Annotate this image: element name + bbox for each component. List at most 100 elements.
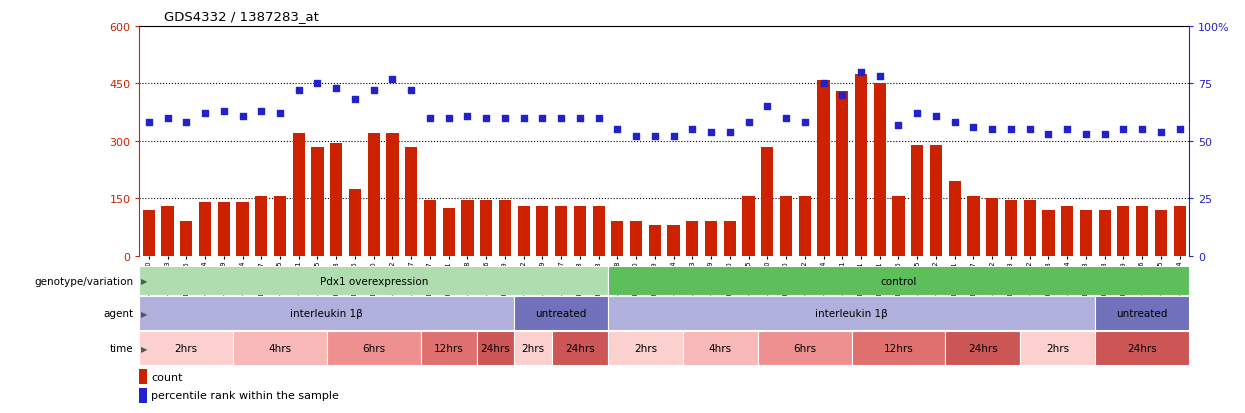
Bar bbox=[799, 197, 810, 256]
Point bbox=[1094, 131, 1114, 138]
Text: control: control bbox=[880, 276, 916, 286]
Bar bbox=[1021, 331, 1096, 366]
Bar bbox=[608, 296, 1096, 330]
Bar bbox=[143, 210, 154, 256]
Bar bbox=[911, 145, 924, 256]
Bar bbox=[199, 202, 212, 256]
Point bbox=[757, 104, 777, 110]
Bar bbox=[1005, 201, 1017, 256]
Bar bbox=[514, 296, 608, 330]
Point bbox=[1113, 127, 1133, 133]
Point bbox=[270, 111, 290, 117]
Bar bbox=[327, 331, 421, 366]
Text: untreated: untreated bbox=[535, 308, 586, 318]
Point bbox=[345, 97, 365, 104]
Bar bbox=[1042, 210, 1055, 256]
Text: 2hrs: 2hrs bbox=[522, 343, 544, 354]
Bar bbox=[686, 222, 698, 256]
Bar bbox=[481, 201, 492, 256]
Bar bbox=[139, 331, 233, 366]
Text: GDS4332 / 1387283_at: GDS4332 / 1387283_at bbox=[164, 10, 319, 23]
Point bbox=[833, 92, 853, 99]
Point bbox=[1020, 127, 1040, 133]
Bar bbox=[255, 197, 268, 256]
Text: time: time bbox=[110, 343, 133, 354]
Bar bbox=[986, 199, 998, 256]
Point bbox=[1057, 127, 1077, 133]
Text: 24hrs: 24hrs bbox=[565, 343, 595, 354]
Bar bbox=[139, 266, 608, 295]
Text: 24hrs: 24hrs bbox=[1127, 343, 1157, 354]
Text: agent: agent bbox=[103, 308, 133, 318]
Point bbox=[533, 115, 553, 122]
Bar bbox=[477, 331, 514, 366]
Point bbox=[214, 108, 234, 115]
Point bbox=[738, 120, 758, 126]
Text: 6hrs: 6hrs bbox=[362, 343, 385, 354]
Bar bbox=[667, 225, 680, 256]
Text: untreated: untreated bbox=[1117, 308, 1168, 318]
Point bbox=[776, 115, 796, 122]
Bar bbox=[518, 206, 529, 256]
Bar bbox=[386, 134, 398, 256]
Point bbox=[570, 115, 590, 122]
Bar bbox=[1174, 206, 1185, 256]
Point bbox=[1001, 127, 1021, 133]
Bar bbox=[442, 208, 454, 256]
Bar bbox=[349, 189, 361, 256]
Bar bbox=[462, 201, 473, 256]
Point bbox=[682, 127, 702, 133]
Bar bbox=[930, 145, 942, 256]
Text: 12hrs: 12hrs bbox=[884, 343, 914, 354]
Point bbox=[645, 133, 665, 140]
Point bbox=[552, 115, 571, 122]
Point bbox=[794, 120, 814, 126]
Point bbox=[926, 113, 946, 119]
Bar bbox=[139, 388, 147, 403]
Point bbox=[701, 129, 721, 135]
Point bbox=[326, 85, 346, 92]
Bar bbox=[1155, 210, 1167, 256]
Point bbox=[438, 115, 458, 122]
Point bbox=[382, 76, 402, 83]
Text: interleukin 1β: interleukin 1β bbox=[290, 308, 364, 318]
Point bbox=[420, 115, 439, 122]
Point bbox=[889, 122, 909, 129]
Bar bbox=[1023, 201, 1036, 256]
Point bbox=[608, 127, 627, 133]
Point bbox=[720, 129, 740, 135]
Bar bbox=[514, 331, 552, 366]
Point bbox=[664, 133, 684, 140]
Point bbox=[195, 111, 215, 117]
Point bbox=[514, 115, 534, 122]
Point bbox=[457, 113, 477, 119]
Bar bbox=[949, 182, 961, 256]
Bar bbox=[705, 222, 717, 256]
Bar bbox=[139, 369, 147, 384]
Text: percentile rank within the sample: percentile rank within the sample bbox=[151, 390, 339, 401]
Bar bbox=[779, 197, 792, 256]
Bar bbox=[1135, 206, 1148, 256]
Text: 2hrs: 2hrs bbox=[634, 343, 657, 354]
Bar bbox=[818, 80, 829, 256]
Bar bbox=[537, 206, 549, 256]
Bar bbox=[593, 206, 605, 256]
Bar bbox=[742, 197, 754, 256]
Text: 2hrs: 2hrs bbox=[174, 343, 198, 354]
Bar bbox=[293, 134, 305, 256]
Point bbox=[476, 115, 496, 122]
Bar bbox=[608, 331, 684, 366]
Text: ▶: ▶ bbox=[141, 309, 147, 318]
Text: count: count bbox=[151, 372, 183, 382]
Point bbox=[1038, 131, 1058, 138]
Point bbox=[233, 113, 253, 119]
Bar bbox=[837, 92, 848, 256]
Bar bbox=[1096, 331, 1189, 366]
Text: 6hrs: 6hrs bbox=[793, 343, 817, 354]
Bar bbox=[761, 147, 773, 256]
Text: genotype/variation: genotype/variation bbox=[34, 276, 133, 286]
Bar bbox=[499, 201, 510, 256]
Point bbox=[870, 74, 890, 81]
Bar bbox=[967, 197, 980, 256]
Bar bbox=[274, 197, 286, 256]
